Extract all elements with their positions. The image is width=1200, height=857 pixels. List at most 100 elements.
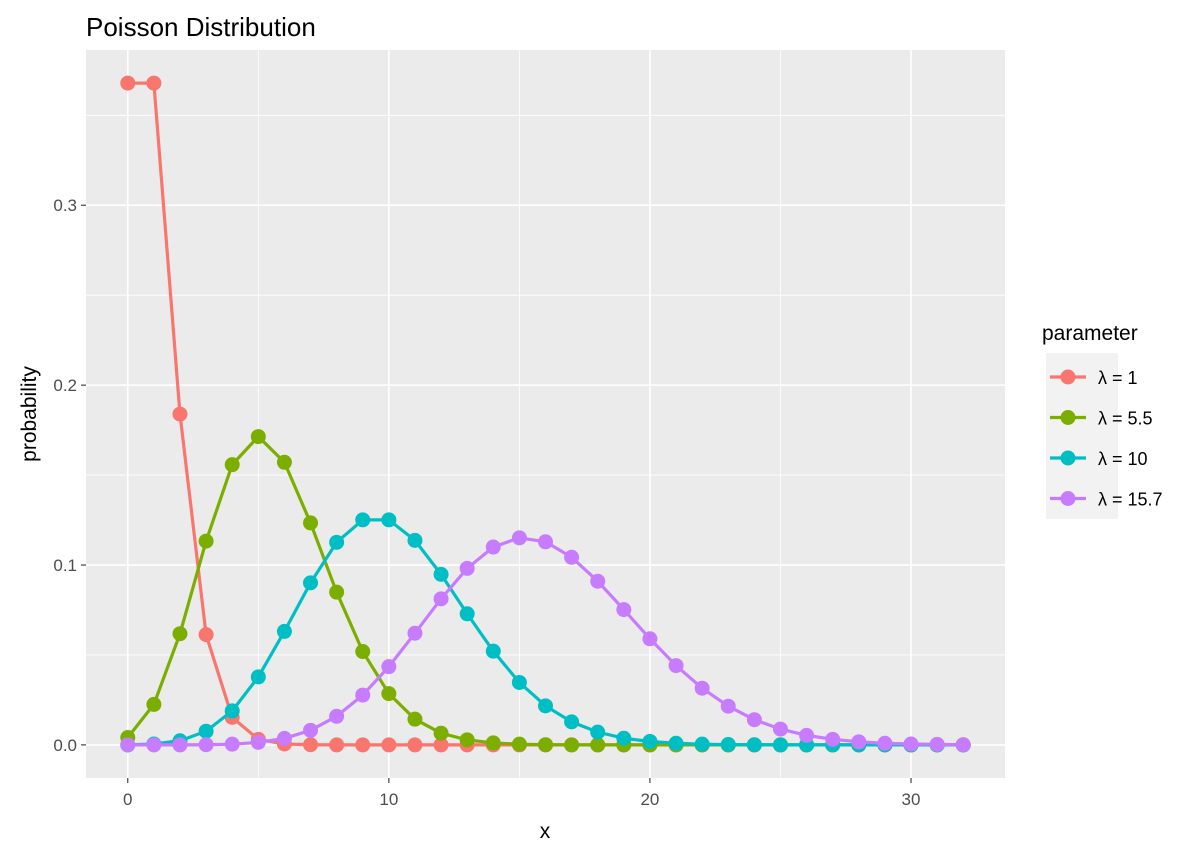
data-point [172,406,188,422]
legend-item: λ = 5.5 [1050,409,1153,429]
data-point [250,734,266,750]
y-tick-label: 0.1 [53,556,77,575]
y-tick-label: 0.0 [53,736,77,755]
data-point [433,566,449,582]
data-point [694,680,710,696]
data-point [720,737,736,753]
data-point [224,457,240,473]
data-point [746,737,762,753]
x-tick-label: 20 [640,790,659,809]
data-point [903,736,919,752]
data-point [407,737,423,753]
data-point [799,727,815,743]
data-point [329,534,345,550]
legend-key-point [1060,369,1076,385]
data-point [146,75,162,91]
data-point [485,539,501,555]
data-point [303,737,319,753]
data-point [329,737,345,753]
data-point [694,736,710,752]
legend-key-point [1060,491,1076,506]
data-point [303,575,319,591]
y-tick-label: 0.3 [53,196,77,215]
data-point [851,734,867,750]
data-point [407,711,423,727]
legend-item: λ = 1 [1050,368,1138,388]
x-tick-label: 30 [902,790,921,809]
data-point [590,724,606,740]
data-point [459,560,475,576]
legend: parameter λ = 1 λ = 5.5 λ = 10 λ = 15.7 [1042,322,1163,519]
data-point [381,686,397,702]
legend-label: λ = 1 [1098,368,1138,388]
data-point [955,737,971,753]
data-point [511,736,527,752]
data-point [485,735,501,751]
data-point [250,669,266,685]
legend-label: λ = 5.5 [1098,409,1153,429]
chart-title: Poisson Distribution [86,12,316,42]
data-point [355,512,371,528]
data-point [746,712,762,728]
data-point [381,659,397,675]
data-point [564,714,580,730]
data-point [564,549,580,565]
legend-label: λ = 10 [1098,449,1148,469]
data-point [355,737,371,753]
data-point [433,725,449,741]
data-point [250,429,266,445]
data-point [616,730,632,746]
legend-item: λ = 10 [1050,449,1148,469]
data-point [276,730,292,746]
legend-key-point [1060,410,1076,425]
legend-label: λ = 15.7 [1098,490,1163,510]
data-point [825,731,841,747]
data-point [303,515,319,531]
plot-panel [86,50,1005,778]
data-point [564,737,580,753]
x-axis-title: x [540,820,551,843]
data-point [146,737,162,753]
data-point [276,454,292,470]
data-point [198,737,214,753]
legend-title: parameter [1042,322,1138,345]
data-point [538,534,553,550]
data-point [329,708,345,724]
data-point [355,644,371,660]
y-tick-label: 0.2 [53,376,77,395]
data-point [146,696,162,712]
data-point [172,737,188,753]
data-point [877,735,893,751]
data-point [120,75,136,91]
data-point [329,584,345,600]
data-point [433,591,449,607]
data-point [172,626,188,642]
data-point [224,703,240,719]
data-point [538,737,553,753]
x-tick-label: 10 [379,790,398,809]
x-tick-label: 0 [123,790,132,809]
legend-item: λ = 15.7 [1050,490,1163,510]
data-point [407,532,423,548]
data-point [668,658,684,674]
data-point [590,573,606,589]
data-point [355,687,371,703]
data-point [303,722,319,738]
data-point [642,631,658,647]
axes: 0 10 20 30 0.0 0.1 0.2 0.3 [53,196,920,809]
data-point [668,735,684,751]
data-point [485,643,501,659]
data-point [198,627,214,643]
data-point [198,723,214,739]
data-point [720,698,736,714]
data-point [929,736,945,752]
data-point [198,533,214,549]
data-point [120,737,136,753]
data-point [459,606,475,622]
y-axis-title: probability [18,366,41,462]
data-point [616,602,632,618]
series-layer [120,75,971,753]
data-point [538,698,553,714]
